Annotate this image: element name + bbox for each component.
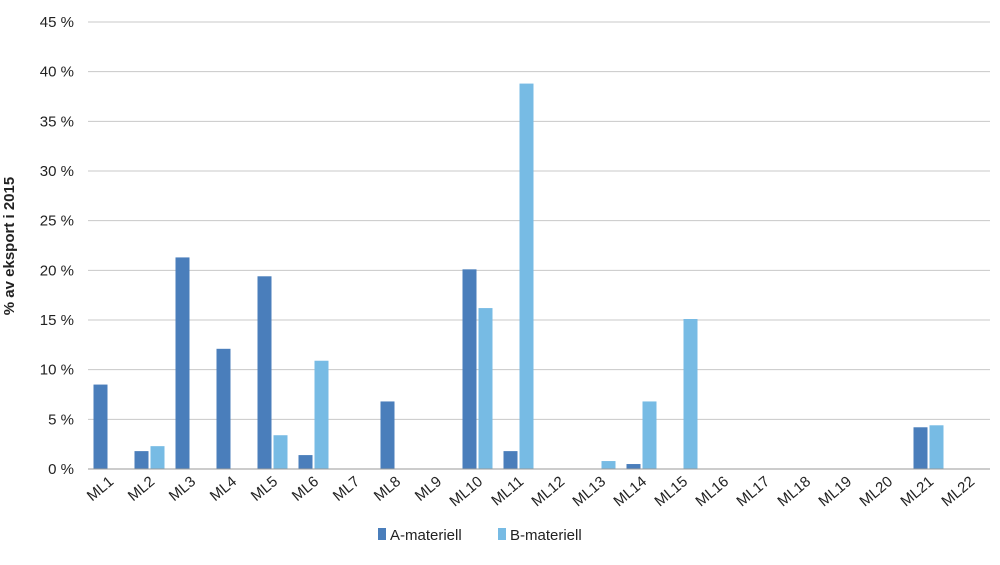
bar-a-materiell-ml4 [216, 348, 231, 469]
y-tick-label: 35 % [40, 113, 74, 130]
legend-label: B-materiell [510, 527, 582, 544]
x-tick-label: ML18 [774, 473, 814, 510]
bar-a-materiell-ml21 [913, 427, 928, 469]
bar-a-materiell-ml3 [175, 257, 190, 469]
legend: A-materiell B-materiell [378, 527, 582, 544]
x-tick-label: ML9 [412, 473, 445, 505]
bar-a-materiell-ml14 [626, 464, 641, 469]
bar-b-materiell-ml11 [519, 83, 534, 469]
bar-b-materiell-ml2 [150, 446, 165, 469]
bar-a-materiell-ml5 [257, 276, 272, 469]
x-tick-label: ML6 [289, 473, 322, 505]
y-tick-label: 25 % [40, 213, 74, 230]
bar-a-materiell-ml2 [134, 451, 149, 469]
legend-swatch [378, 528, 386, 540]
x-tick-label: ML15 [651, 473, 691, 510]
bar-b-materiell-ml6 [314, 360, 329, 469]
x-tick-label: ML8 [371, 473, 404, 505]
y-tick-label: 10 % [40, 362, 74, 379]
x-tick-label: ML10 [446, 473, 486, 510]
bar-a-materiell-ml8 [380, 401, 395, 469]
x-tick-label: ML4 [207, 473, 240, 505]
x-tick-label: ML19 [815, 473, 855, 510]
x-tick-label: ML2 [125, 473, 158, 505]
x-tick-label: ML11 [488, 473, 527, 509]
bar-b-materiell-ml14 [642, 401, 657, 469]
x-tick-label: ML1 [84, 473, 117, 505]
y-tick-label: 0 % [48, 461, 74, 478]
x-tick-label: ML16 [692, 473, 732, 510]
y-tick-label: 30 % [40, 163, 74, 180]
y-tick-label: 5 % [48, 411, 74, 428]
gridlines [88, 21, 990, 420]
y-tick-label: 15 % [40, 312, 74, 329]
bar-a-materiell-ml1 [93, 384, 108, 469]
bar-b-materiell-ml13 [601, 461, 616, 469]
x-tick-label: ML17 [733, 473, 773, 510]
x-tick-label: ML22 [938, 473, 978, 510]
bar-a-materiell-ml11 [503, 451, 518, 469]
y-axis-label: % av eksport i 2015 [1, 177, 18, 315]
x-tick-label: ML3 [166, 473, 199, 505]
y-tick-label: 40 % [40, 64, 74, 81]
bar-b-materiell-ml21 [929, 425, 944, 469]
x-tick-label: ML14 [610, 473, 650, 510]
x-tick-label: ML21 [897, 473, 937, 510]
x-tick-label: ML5 [248, 473, 281, 505]
legend-swatch [498, 528, 506, 540]
legend-label: A-materiell [390, 527, 462, 544]
x-tick-label: ML13 [569, 473, 609, 510]
bar-b-materiell-ml15 [683, 319, 698, 469]
bar-a-materiell-ml10 [462, 269, 477, 469]
y-tick-label: 20 % [40, 262, 74, 279]
bar-b-materiell-ml10 [478, 308, 493, 469]
x-tick-label: ML7 [330, 473, 363, 505]
x-tick-label: ML20 [856, 473, 896, 510]
bar-a-materiell-ml6 [298, 455, 313, 469]
bar-b-materiell-ml5 [273, 435, 288, 469]
bars [93, 83, 944, 469]
x-tick-label: ML12 [528, 473, 568, 510]
y-tick-label: 45 % [40, 14, 74, 31]
